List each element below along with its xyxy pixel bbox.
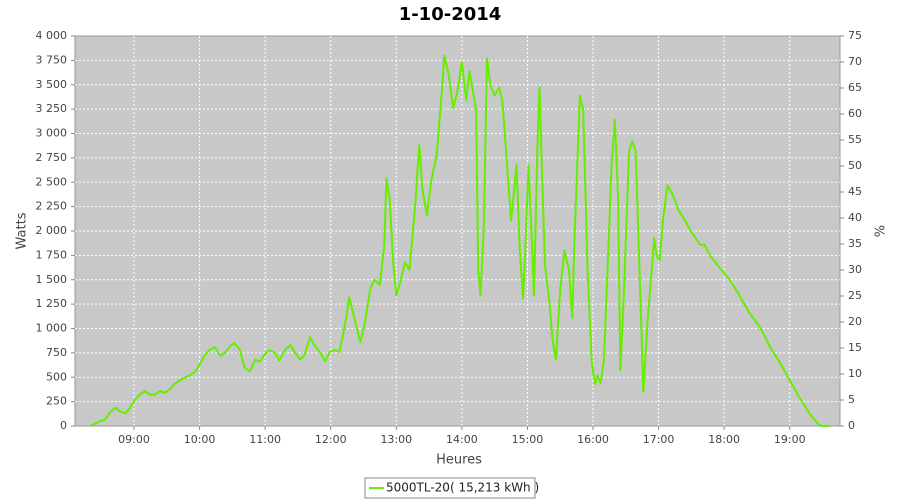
y-tick-label: 1 750 bbox=[36, 248, 68, 261]
y-tick-label: 3 750 bbox=[36, 53, 68, 66]
x-tick-label: 16:00 bbox=[577, 433, 609, 446]
y2-tick-label: 0 bbox=[848, 419, 855, 432]
x-tick-label: 14:00 bbox=[446, 433, 478, 446]
y-tick-label: 2 500 bbox=[36, 175, 68, 188]
y2-tick-label: 70 bbox=[848, 55, 862, 68]
x-tick-label: 13:00 bbox=[380, 433, 412, 446]
x-axis-label: Heures bbox=[436, 453, 482, 468]
y-tick-label: 4 000 bbox=[36, 29, 68, 42]
y-tick-label: 3 250 bbox=[36, 102, 68, 115]
y2-tick-label: 45 bbox=[848, 185, 862, 198]
y2-tick-label: 75 bbox=[848, 29, 862, 42]
y2-tick-label: 15 bbox=[848, 341, 862, 354]
y-tick-label: 3 500 bbox=[36, 78, 68, 91]
y-tick-label: 250 bbox=[46, 395, 67, 408]
y-tick-label: 1 250 bbox=[36, 297, 68, 310]
y-tick-label: 3 000 bbox=[36, 127, 68, 140]
x-tick-label: 09:00 bbox=[118, 433, 150, 446]
x-tick-label: 10:00 bbox=[184, 433, 216, 446]
x-tick-label: 11:00 bbox=[249, 433, 281, 446]
legend-label: 5000TL-20( 15,213 kWh ) bbox=[386, 481, 539, 495]
y2-tick-label: 30 bbox=[848, 263, 862, 276]
y-tick-label: 0 bbox=[60, 419, 67, 432]
y2-tick-label: 10 bbox=[848, 367, 862, 380]
y2-tick-label: 60 bbox=[848, 107, 862, 120]
y2-tick-label: 55 bbox=[848, 133, 862, 146]
y-tick-label: 2 250 bbox=[36, 200, 68, 213]
y2-tick-label: 40 bbox=[848, 211, 862, 224]
y-axis-label: Watts bbox=[15, 212, 30, 249]
x-tick-label: 17:00 bbox=[643, 433, 675, 446]
x-tick-label: 15:00 bbox=[512, 433, 544, 446]
y2-axis-label: % bbox=[874, 225, 889, 237]
legend bbox=[364, 477, 536, 499]
y-tick-label: 750 bbox=[46, 346, 67, 359]
y2-tick-label: 65 bbox=[848, 81, 862, 94]
y2-tick-label: 35 bbox=[848, 237, 862, 250]
y2-tick-label: 50 bbox=[848, 159, 862, 172]
y-tick-label: 500 bbox=[46, 370, 67, 383]
data-line bbox=[89, 54, 831, 427]
y2-tick-label: 20 bbox=[848, 315, 862, 328]
x-tick-label: 18:00 bbox=[708, 433, 740, 446]
y-tick-label: 1 500 bbox=[36, 273, 68, 286]
y-tick-label: 2 750 bbox=[36, 151, 68, 164]
chart-title: 1-10-2014 bbox=[399, 4, 502, 25]
y-tick-label: 2 000 bbox=[36, 224, 68, 237]
y-tick-label: 1 000 bbox=[36, 322, 68, 335]
y2-tick-label: 5 bbox=[848, 393, 855, 406]
y2-tick-label: 25 bbox=[848, 289, 862, 302]
x-tick-label: 12:00 bbox=[315, 433, 347, 446]
x-tick-label: 19:00 bbox=[774, 433, 806, 446]
